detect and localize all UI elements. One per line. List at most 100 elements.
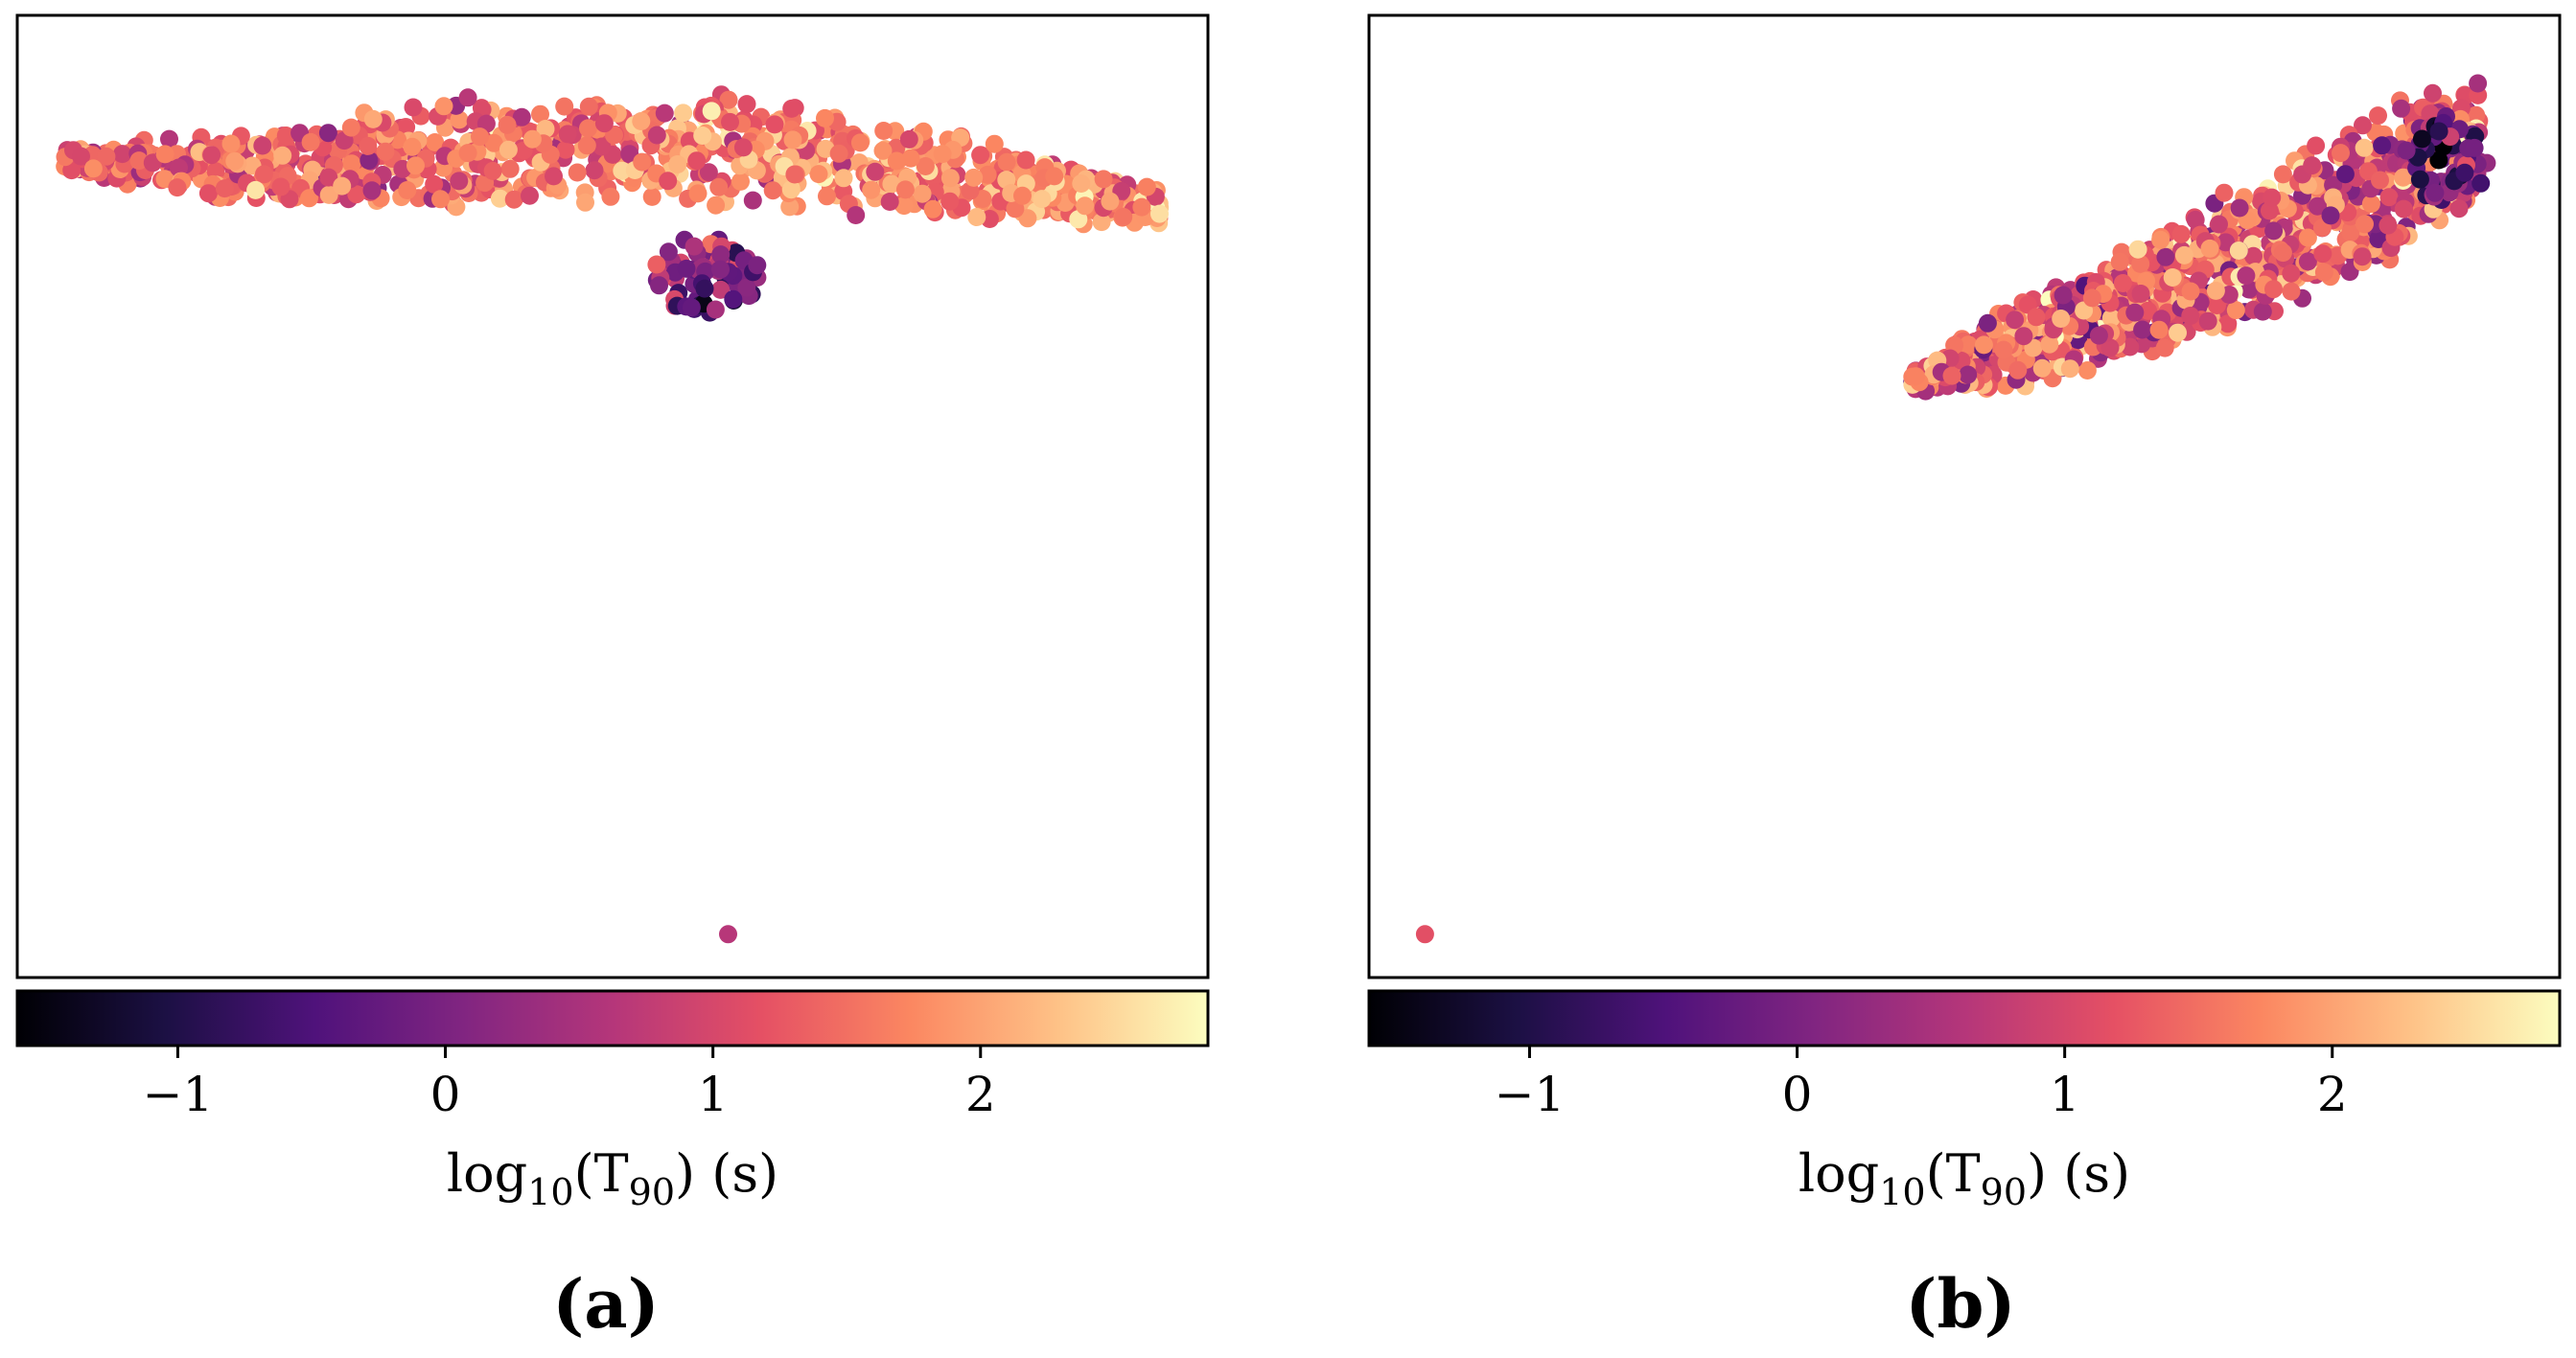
colorbar-label-a: log10(T90) (s) [447, 1143, 778, 1213]
scatter-point [2113, 274, 2132, 292]
scatter-point [2121, 337, 2140, 357]
colorbar-ticks-a: −1 0 1 2 [143, 1046, 996, 1122]
scatter-point [985, 134, 1004, 153]
colorbar-tick-label: 1 [2050, 1067, 2080, 1122]
scatter-point [2308, 196, 2327, 216]
scatter-point [633, 152, 652, 172]
scatter-point [403, 137, 422, 156]
scatter-point [536, 120, 555, 138]
scatter-point [763, 181, 782, 200]
scatter-point [655, 104, 674, 123]
scatter-point [2425, 183, 2445, 202]
scatter-point [458, 88, 477, 107]
scatter-point [450, 110, 469, 129]
scatter-point [2314, 263, 2333, 282]
scatter-point [668, 155, 687, 173]
scatter-point [568, 163, 587, 182]
scatter-point [709, 177, 729, 196]
scatter-point [97, 147, 116, 166]
scatter-point [2210, 215, 2228, 234]
colorbar-tick-label: −1 [1495, 1067, 1566, 1122]
scatter-point [342, 154, 361, 173]
scatter-point [360, 150, 379, 170]
scatter-point [711, 280, 731, 299]
scatter-point [2208, 296, 2226, 314]
scatter-point [2125, 303, 2145, 322]
scatter-point [2429, 122, 2448, 141]
scatter-point [674, 104, 693, 123]
scatter-point [579, 119, 597, 138]
scatter-point [426, 133, 445, 151]
scatter-point [2263, 188, 2282, 207]
scatter-point [688, 184, 708, 203]
scatter-point [1959, 335, 1978, 355]
panel-label-a: (a) [552, 1264, 660, 1344]
colorbar-tick-label: −1 [143, 1067, 214, 1122]
colorbar-ticks-b: −1 0 1 2 [1495, 1046, 2348, 1122]
scatter-point [545, 167, 563, 186]
scatter-point [592, 137, 612, 156]
scatter-point [2169, 323, 2187, 342]
scatter-point [707, 196, 726, 215]
scatter-point [2230, 198, 2249, 218]
scatter-point [1101, 192, 1120, 211]
scatter-points-a [56, 85, 1170, 944]
scatter-point [2332, 144, 2350, 163]
colorbar-b [1367, 989, 2562, 1047]
scatter-point [397, 118, 416, 137]
scatter-point [967, 208, 986, 226]
scatter-point [2181, 282, 2200, 301]
scatter-point [458, 144, 477, 163]
scatter-point [483, 161, 502, 180]
scatter-point [556, 140, 575, 159]
scatter-point [687, 151, 707, 171]
scatter-point [933, 145, 952, 164]
scatter-point [2139, 301, 2158, 320]
scatter-point [780, 197, 800, 217]
scatter-point [2282, 282, 2301, 301]
scatter-point [1016, 150, 1035, 170]
scatter-point [347, 185, 366, 204]
scatter-point [500, 159, 520, 178]
scatter-point [874, 122, 893, 140]
scatter-point [2394, 199, 2413, 219]
scatter-point [782, 99, 801, 118]
scatter-point [2424, 83, 2442, 103]
scatter-point [2131, 254, 2150, 273]
scatter-point [862, 180, 881, 199]
scatter-point [706, 300, 725, 319]
scatter-point [1994, 340, 2013, 359]
scatter-point [522, 129, 542, 149]
scatter-point [2151, 230, 2170, 249]
scatter-point [702, 102, 721, 121]
scatter-point [2014, 327, 2033, 346]
scatter-point [677, 259, 696, 278]
scatter-point [1072, 174, 1091, 193]
scatter-point [850, 133, 870, 152]
scatter-point [733, 138, 753, 157]
scatter-point [2373, 136, 2392, 155]
scatter-point [2335, 165, 2355, 184]
scatter-point [997, 152, 1016, 172]
scatter-point [2410, 170, 2429, 189]
scatter-point [2298, 252, 2317, 271]
scatter-point [2215, 183, 2234, 202]
colorbar-tick-label: 1 [698, 1067, 729, 1122]
scatter-point [499, 140, 518, 159]
scatter-point [271, 177, 290, 196]
scatter-point [558, 125, 577, 144]
scatter-point [2198, 311, 2217, 331]
scatter-point [362, 181, 382, 200]
scatter-point [731, 172, 750, 191]
scatter-point [555, 97, 574, 116]
scatter-point [2006, 311, 2025, 330]
scatter-point [743, 191, 762, 210]
colorbar-tick-label: 2 [2317, 1067, 2348, 1122]
scatter-point [2060, 359, 2079, 379]
scatter-point [2273, 243, 2292, 263]
scatter-point [2264, 280, 2283, 299]
scatter-point [450, 172, 469, 191]
scatter-point [719, 925, 737, 944]
scatter-point [2040, 334, 2059, 354]
